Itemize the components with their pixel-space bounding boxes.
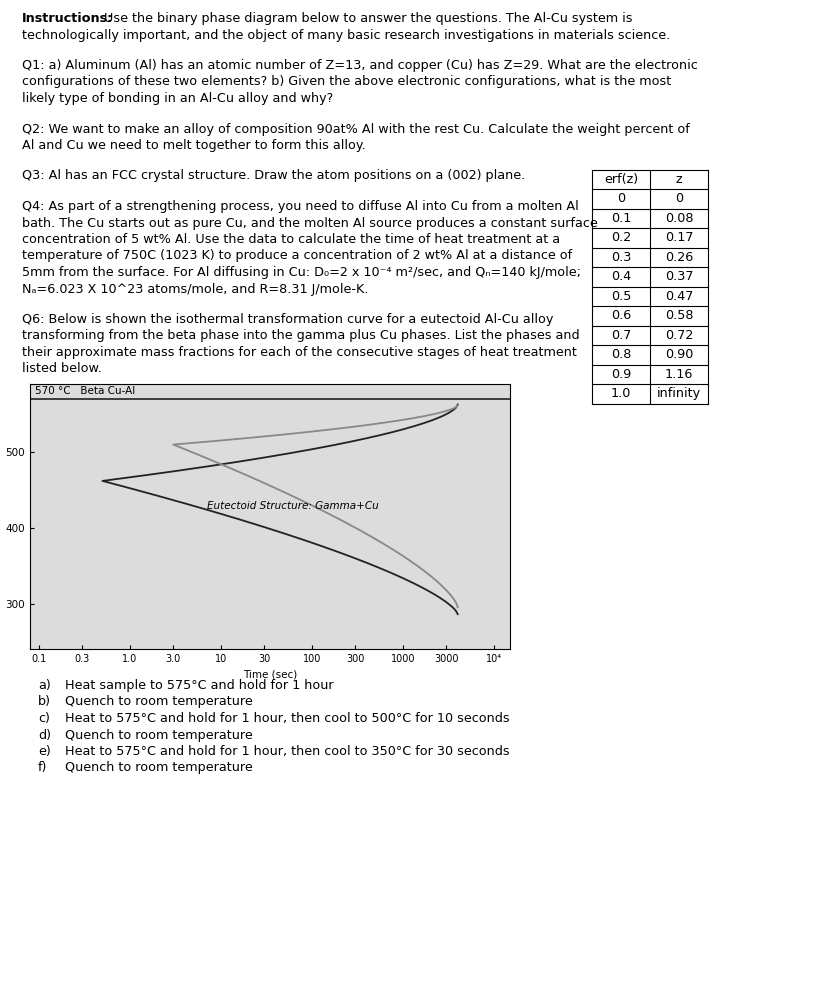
Text: bath. The Cu starts out as pure Cu, and the molten Al source produces a constant: bath. The Cu starts out as pure Cu, and … (22, 217, 597, 229)
Text: Nₐ=6.023 X 10^23 atoms/mole, and R=8.31 J/mole-K.: Nₐ=6.023 X 10^23 atoms/mole, and R=8.31 … (22, 283, 368, 296)
Text: 0: 0 (674, 192, 682, 206)
Text: 0.6: 0.6 (610, 310, 631, 322)
Text: 0.58: 0.58 (664, 310, 692, 322)
Text: 0.2: 0.2 (610, 231, 631, 244)
Text: Heat sample to 575°C and hold for 1 hour: Heat sample to 575°C and hold for 1 hour (65, 679, 333, 692)
Text: Instructions:: Instructions: (22, 12, 113, 25)
Text: Q2: We want to make an alloy of composition 90at% Al with the rest Cu. Calculate: Q2: We want to make an alloy of composit… (22, 123, 689, 135)
Text: 0.72: 0.72 (664, 328, 692, 342)
Text: their approximate mass fractions for each of the consecutive stages of heat trea: their approximate mass fractions for eac… (22, 346, 577, 359)
Text: 0.37: 0.37 (664, 270, 692, 283)
Text: b): b) (38, 695, 51, 708)
Text: Q4: As part of a strengthening process, you need to diffuse Al into Cu from a mo: Q4: As part of a strengthening process, … (22, 200, 578, 213)
Text: a): a) (38, 679, 51, 692)
Text: 5mm from the surface. For Al diffusing in Cu: D₀=2 x 10⁻⁴ m²/sec, and Qₙ=140 kJ/: 5mm from the surface. For Al diffusing i… (22, 266, 581, 279)
Text: Quench to room temperature: Quench to room temperature (65, 729, 252, 742)
Text: 1.0: 1.0 (610, 388, 631, 401)
Text: 0.90: 0.90 (664, 348, 692, 361)
Text: 0.26: 0.26 (664, 251, 692, 264)
Text: 0.1: 0.1 (610, 212, 631, 225)
Text: Quench to room temperature: Quench to room temperature (65, 762, 252, 774)
Text: Use the binary phase diagram below to answer the questions. The Al-Cu system is: Use the binary phase diagram below to an… (100, 12, 631, 25)
Text: d): d) (38, 729, 51, 742)
Text: Al and Cu we need to melt together to form this alloy.: Al and Cu we need to melt together to fo… (22, 139, 365, 152)
Text: erf(z): erf(z) (604, 173, 637, 186)
Text: e): e) (38, 745, 51, 758)
Text: 0: 0 (616, 192, 624, 206)
Text: Heat to 575°C and hold for 1 hour, then cool to 350°C for 30 seconds: Heat to 575°C and hold for 1 hour, then … (65, 745, 509, 758)
Text: Q6: Below is shown the isothermal transformation curve for a eutectoid Al-Cu all: Q6: Below is shown the isothermal transf… (22, 313, 553, 326)
Text: infinity: infinity (656, 388, 700, 401)
Text: transforming from the beta phase into the gamma plus Cu phases. List the phases : transforming from the beta phase into th… (22, 329, 579, 342)
Text: Q3: Al has an FCC crystal structure. Draw the atom positions on a (002) plane.: Q3: Al has an FCC crystal structure. Dra… (22, 169, 525, 183)
Text: listed below.: listed below. (22, 363, 102, 376)
Text: configurations of these two elements? b) Given the above electronic configuratio: configurations of these two elements? b)… (22, 75, 671, 88)
Text: 0.5: 0.5 (610, 290, 631, 303)
Text: 570 °C   Beta Cu-Al: 570 °C Beta Cu-Al (34, 386, 135, 397)
Text: Q1: a) Aluminum (Al) has an atomic number of Z=13, and copper (Cu) has Z=29. Wha: Q1: a) Aluminum (Al) has an atomic numbe… (22, 59, 697, 72)
Text: f): f) (38, 762, 48, 774)
Text: likely type of bonding in an Al-Cu alloy and why?: likely type of bonding in an Al-Cu alloy… (22, 92, 333, 105)
Text: 0.17: 0.17 (664, 231, 692, 244)
Text: 0.47: 0.47 (664, 290, 692, 303)
Text: 0.7: 0.7 (610, 328, 631, 342)
Text: 0.4: 0.4 (610, 270, 631, 283)
Text: 0.3: 0.3 (610, 251, 631, 264)
Text: 0.9: 0.9 (610, 368, 631, 381)
Text: Eutectoid Structure: Gamma+Cu: Eutectoid Structure: Gamma+Cu (206, 501, 378, 511)
Text: 1.16: 1.16 (664, 368, 692, 381)
Text: concentration of 5 wt% Al. Use the data to calculate the time of heat treatment : concentration of 5 wt% Al. Use the data … (22, 233, 559, 246)
Text: 0.08: 0.08 (664, 212, 692, 225)
X-axis label: Time (sec): Time (sec) (242, 670, 296, 679)
Text: c): c) (38, 712, 50, 725)
Text: technologically important, and the object of many basic research investigations : technologically important, and the objec… (22, 29, 669, 42)
Text: Quench to room temperature: Quench to room temperature (65, 695, 252, 708)
Text: 0.8: 0.8 (610, 348, 631, 361)
Text: temperature of 750C (1023 K) to produce a concentration of 2 wt% Al at a distanc: temperature of 750C (1023 K) to produce … (22, 249, 572, 262)
Text: Heat to 575°C and hold for 1 hour, then cool to 500°C for 10 seconds: Heat to 575°C and hold for 1 hour, then … (65, 712, 509, 725)
Text: z: z (675, 173, 681, 186)
